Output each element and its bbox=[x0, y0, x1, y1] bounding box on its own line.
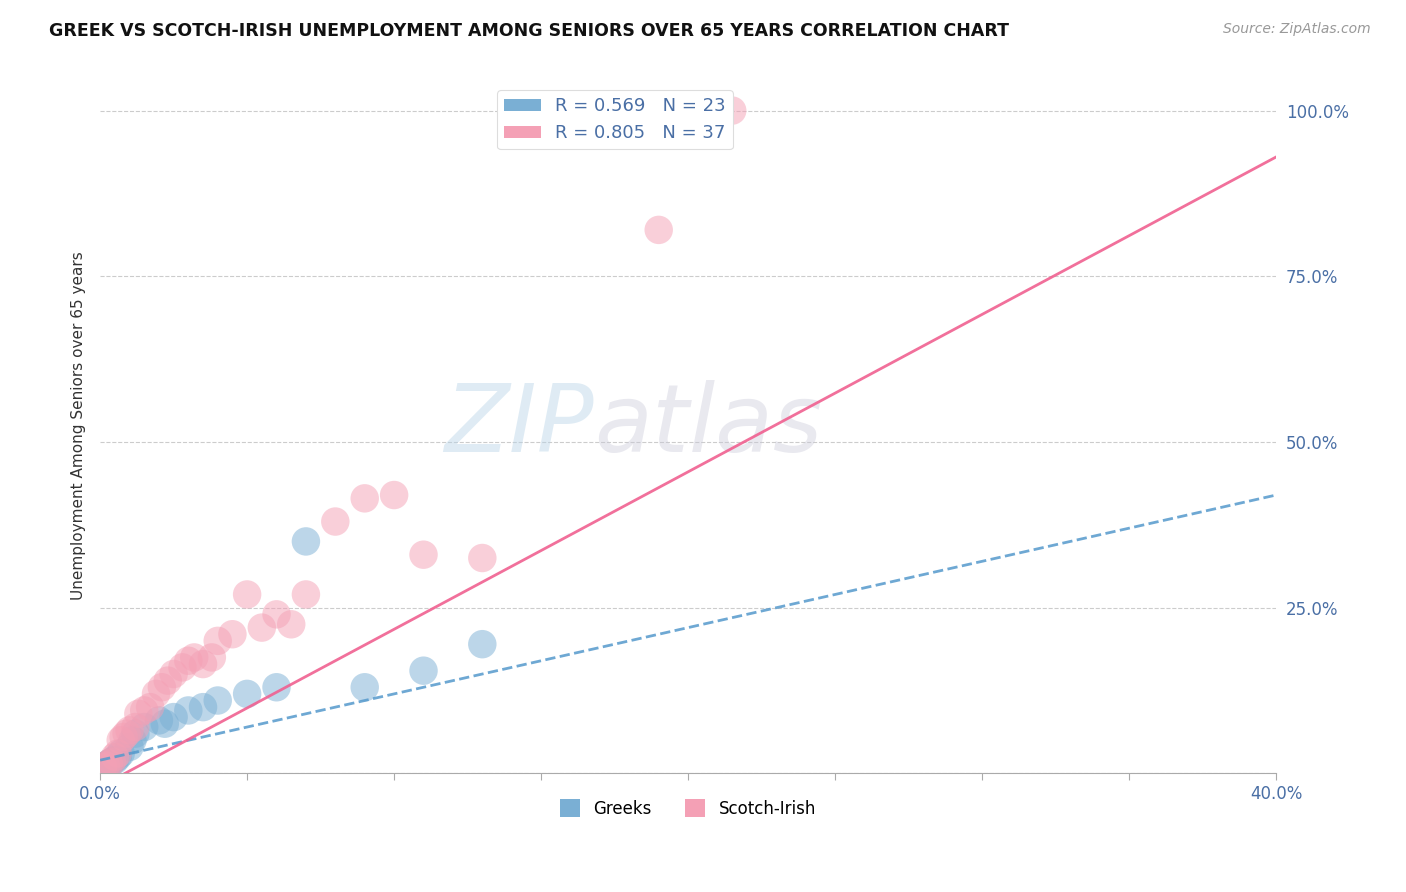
Point bbox=[172, 660, 194, 674]
Point bbox=[118, 739, 141, 754]
Point bbox=[156, 673, 179, 688]
Point bbox=[97, 756, 120, 771]
Text: Source: ZipAtlas.com: Source: ZipAtlas.com bbox=[1223, 22, 1371, 37]
Point bbox=[124, 726, 146, 740]
Point bbox=[266, 607, 288, 622]
Point bbox=[118, 723, 141, 738]
Point bbox=[101, 755, 124, 769]
Point bbox=[104, 753, 127, 767]
Point bbox=[110, 747, 132, 761]
Text: GREEK VS SCOTCH-IRISH UNEMPLOYMENT AMONG SENIORS OVER 65 YEARS CORRELATION CHART: GREEK VS SCOTCH-IRISH UNEMPLOYMENT AMONG… bbox=[49, 22, 1010, 40]
Text: ZIP: ZIP bbox=[444, 380, 595, 471]
Point bbox=[207, 633, 229, 648]
Point bbox=[127, 706, 149, 721]
Point bbox=[91, 760, 114, 774]
Point bbox=[353, 680, 375, 694]
Point bbox=[145, 687, 167, 701]
Point bbox=[162, 710, 184, 724]
Point bbox=[134, 703, 156, 717]
Point bbox=[191, 657, 214, 671]
Y-axis label: Unemployment Among Seniors over 65 years: Unemployment Among Seniors over 65 years bbox=[72, 251, 86, 599]
Point bbox=[295, 534, 318, 549]
Point bbox=[177, 654, 200, 668]
Point bbox=[382, 488, 405, 502]
Point bbox=[236, 587, 259, 601]
Point bbox=[150, 680, 173, 694]
Point bbox=[97, 756, 120, 771]
Point bbox=[121, 733, 143, 747]
Point bbox=[323, 515, 346, 529]
Point bbox=[94, 758, 117, 772]
Point bbox=[101, 755, 124, 769]
Point bbox=[412, 664, 434, 678]
Legend: Greeks, Scotch-Irish: Greeks, Scotch-Irish bbox=[554, 793, 823, 824]
Point bbox=[94, 758, 117, 772]
Point bbox=[134, 720, 156, 734]
Point bbox=[107, 747, 129, 761]
Point bbox=[353, 491, 375, 506]
Point bbox=[207, 693, 229, 707]
Point bbox=[648, 223, 671, 237]
Point bbox=[250, 621, 273, 635]
Point bbox=[162, 667, 184, 681]
Point bbox=[471, 637, 494, 651]
Point bbox=[177, 703, 200, 717]
Text: atlas: atlas bbox=[595, 380, 823, 471]
Point bbox=[201, 650, 224, 665]
Point bbox=[295, 587, 318, 601]
Point bbox=[280, 617, 302, 632]
Point bbox=[115, 726, 138, 740]
Point bbox=[112, 730, 135, 744]
Point bbox=[221, 627, 243, 641]
Point bbox=[191, 700, 214, 714]
Point bbox=[721, 103, 744, 118]
Point bbox=[124, 720, 146, 734]
Point bbox=[183, 650, 205, 665]
Point bbox=[110, 733, 132, 747]
Point bbox=[153, 716, 176, 731]
Point bbox=[266, 680, 288, 694]
Point bbox=[91, 760, 114, 774]
Point bbox=[104, 749, 127, 764]
Point bbox=[107, 749, 129, 764]
Point bbox=[139, 700, 162, 714]
Point bbox=[412, 548, 434, 562]
Point bbox=[148, 714, 170, 728]
Point bbox=[236, 687, 259, 701]
Point bbox=[471, 551, 494, 566]
